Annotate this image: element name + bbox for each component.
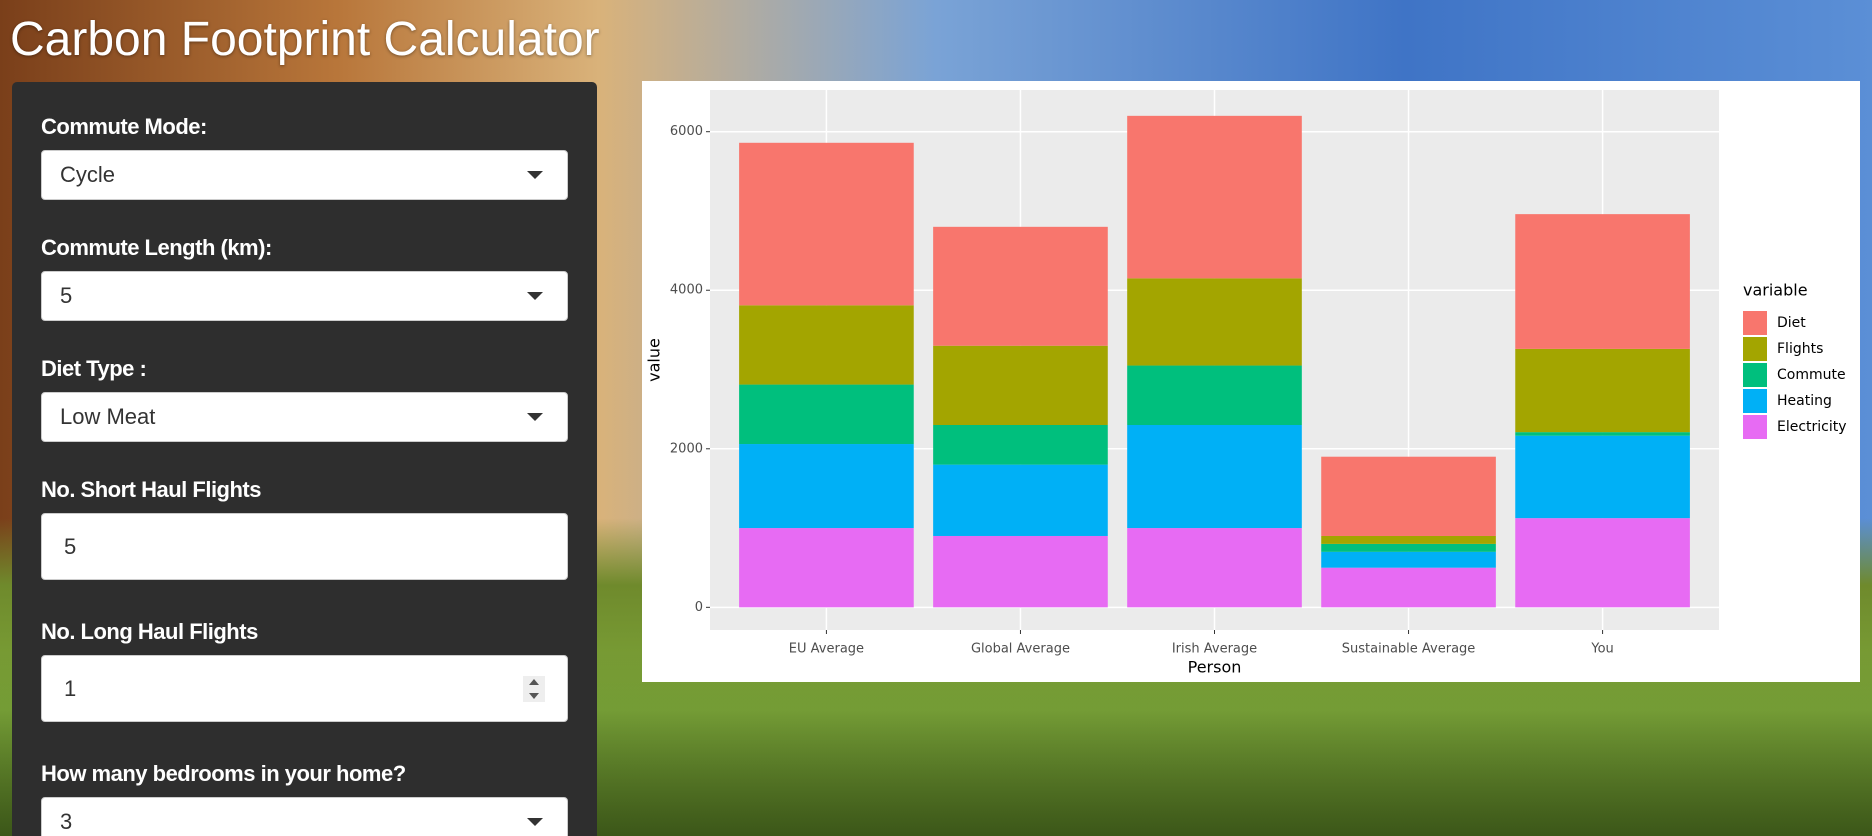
text-input[interactable]: 5	[41, 513, 568, 580]
bar-segment	[1127, 365, 1302, 426]
select[interactable]: 5	[41, 271, 568, 321]
bar-segment	[1321, 551, 1496, 568]
field-label: Commute Length (km):	[41, 235, 272, 260]
field-label: Commute Mode:	[41, 114, 207, 139]
legend-label: Heating	[1777, 393, 1832, 409]
bar-segment	[933, 345, 1108, 426]
caret	[527, 292, 543, 300]
legend-key	[1743, 389, 1767, 413]
bar-segment	[739, 444, 914, 529]
bar-segment	[1515, 432, 1690, 436]
field-label: Diet Type :	[41, 356, 147, 381]
legend-key	[1743, 337, 1767, 361]
select-value: 3	[60, 809, 73, 834]
bar-segment	[739, 305, 914, 385]
legend-key	[1743, 311, 1767, 335]
bar-segment	[739, 528, 914, 608]
caret	[527, 171, 543, 179]
select-value: 5	[60, 283, 73, 308]
legend-title: variable	[1743, 281, 1808, 300]
app-title: Carbon Footprint Calculator	[10, 13, 600, 66]
sidebar: Commute Mode: Cycle Commute Length (km):…	[12, 82, 597, 836]
y-tick-label: 2000	[670, 441, 703, 456]
bar-segment	[1127, 115, 1302, 279]
x-axis-title: Person	[1188, 658, 1242, 677]
bar-segment	[933, 464, 1108, 536]
chart: 0 2000 4000 6000 EU Average Global Average Iri…	[645, 90, 1847, 677]
y-tick-label: 0	[695, 600, 703, 615]
field-label: No. Long Haul Flights	[41, 619, 258, 644]
bar-segment	[1321, 456, 1496, 536]
bar-segment	[1515, 348, 1690, 433]
bar-segment	[933, 226, 1108, 346]
x-tick-label: Irish Average	[1172, 642, 1257, 657]
bar-segment	[933, 535, 1108, 608]
select-value: Cycle	[60, 162, 116, 187]
y-tick-label: 4000	[670, 283, 703, 298]
field-label: How many bedrooms in your home?	[41, 761, 406, 786]
caret	[527, 413, 543, 421]
x-tick-label: Sustainable Average	[1342, 642, 1476, 657]
chart-container: 0 2000 4000 6000 EU Average Global Average Iri…	[642, 81, 1860, 682]
caret	[527, 818, 543, 826]
input-value: 1	[64, 675, 77, 701]
select-value: Low Meat	[60, 404, 156, 429]
bar-segment	[1127, 528, 1302, 608]
legend-label: Diet	[1777, 315, 1806, 331]
legend-key	[1743, 415, 1767, 439]
spinner[interactable]	[523, 676, 545, 702]
x-tick-label: You	[1590, 642, 1613, 657]
legend-key	[1743, 363, 1767, 387]
bar-segment	[1515, 518, 1690, 608]
x-tick-label: Global Average	[971, 642, 1070, 657]
bar-segment	[1321, 543, 1496, 552]
field-label: No. Short Haul Flights	[41, 477, 262, 502]
bar-segment	[1127, 278, 1302, 366]
select[interactable]: Cycle	[41, 150, 568, 200]
bar-segment	[1321, 535, 1496, 544]
bar-segment	[933, 425, 1108, 465]
bar-segment	[1321, 567, 1496, 608]
bar-segment	[739, 384, 914, 445]
select[interactable]: Low Meat	[41, 392, 568, 442]
bar-segment	[739, 142, 914, 306]
legend-label: Commute	[1777, 367, 1846, 383]
select[interactable]: 3	[41, 797, 568, 836]
x-tick-label: EU Average	[789, 642, 864, 657]
input-value: 5	[64, 533, 77, 559]
y-tick-label: 6000	[670, 124, 703, 139]
y-axis-title: value	[645, 338, 664, 382]
legend-label: Flights	[1777, 341, 1823, 357]
bar-segment	[1515, 435, 1690, 519]
bar-segment	[1127, 425, 1302, 529]
bar-segment	[1515, 214, 1690, 349]
legend-label: Electricity	[1777, 419, 1847, 435]
number-input[interactable]: 1	[41, 655, 568, 722]
